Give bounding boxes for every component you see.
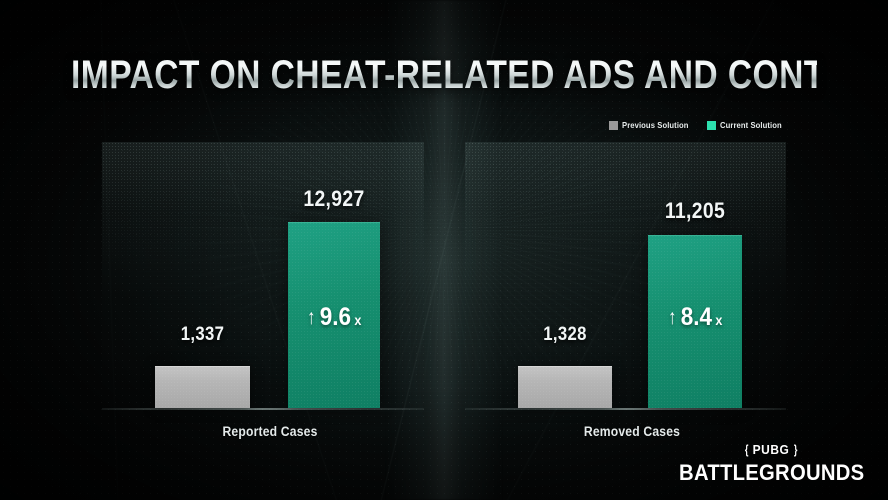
- up-arrow-icon-reported: ↑: [307, 306, 316, 329]
- legend-item-previous[interactable]: Previous Solution: [609, 120, 696, 130]
- legend-swatch-icon-previous: [609, 120, 619, 130]
- pubg-battlegrounds-logo: { PUBG } BATTLEGROUNDS: [671, 441, 872, 484]
- multiplier-badge-removed: ↑ 8.4 x: [648, 305, 742, 330]
- bar-value-previous-reported: 1,337: [180, 324, 225, 345]
- bar-previous-removed[interactable]: [518, 366, 612, 408]
- bar-value-current-removed: 11,205: [664, 198, 726, 223]
- bar-current-removed[interactable]: [648, 235, 742, 408]
- legend-swatch-icon-current: [707, 120, 717, 130]
- multiplier-number-removed: 8.4: [680, 303, 712, 331]
- bar-current-reported[interactable]: [288, 222, 380, 408]
- multiplier-badge-reported: ↑ 9.6 x: [288, 305, 380, 330]
- axis-baseline-right: [465, 408, 786, 410]
- bracket-right-icon: }: [794, 441, 799, 457]
- multiplier-unit-removed: x: [715, 312, 723, 328]
- category-label-removed: Removed Cases: [583, 424, 681, 439]
- category-label-reported: Reported Cases: [222, 424, 318, 439]
- bar-value-previous-removed: 1,328: [543, 324, 587, 345]
- multiplier-number-reported: 9.6: [319, 303, 351, 331]
- legend-label-previous: Previous Solution: [622, 120, 689, 130]
- legend-label-current: Current Solution: [720, 120, 783, 130]
- bar-value-current-reported: 12,927: [303, 186, 365, 211]
- axis-baseline-left: [102, 408, 424, 410]
- pubg-text: PUBG: [752, 441, 790, 457]
- bracket-left-icon: {: [744, 441, 749, 457]
- chart-legend: Previous Solution Current Solution: [609, 120, 789, 130]
- pubg-wordmark: { PUBG }: [744, 443, 799, 456]
- up-arrow-icon-removed: ↑: [668, 306, 677, 329]
- legend-item-current[interactable]: Current Solution: [707, 120, 789, 130]
- page-title: IMPACT ON CHEAT-RELATED ADS AND CONTENT: [71, 53, 888, 97]
- bar-previous-reported[interactable]: [155, 366, 250, 408]
- multiplier-unit-reported: x: [354, 312, 362, 328]
- battlegrounds-text: BATTLEGROUNDS: [678, 459, 864, 485]
